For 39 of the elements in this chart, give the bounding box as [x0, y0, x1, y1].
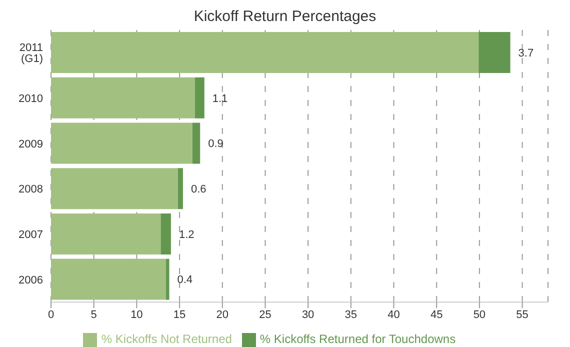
x-tick-label: 5: [90, 308, 97, 321]
chart-title: Kickoff Return Percentages: [192, 8, 378, 27]
x-tick-label: 55: [516, 308, 528, 321]
data-label: 0.9: [208, 138, 224, 150]
legend-label: % Kickoffs Not Returned: [101, 332, 232, 346]
bar: [51, 77, 195, 118]
data-label: 1.1: [212, 92, 228, 105]
y-tick-label: 2010: [18, 92, 43, 105]
y-tick-label: 2007: [18, 229, 43, 242]
bar: [51, 258, 166, 300]
bar: [192, 122, 200, 164]
bar: [51, 122, 192, 164]
x-tick-label: 40: [388, 308, 400, 321]
bar: [194, 77, 204, 118]
x-tick-label: 35: [344, 308, 358, 321]
bar: [478, 32, 510, 73]
data-label: 1.2: [178, 228, 194, 241]
y-tick-label: 2006: [18, 274, 43, 286]
x-tick-label: 25: [259, 308, 272, 321]
x-tick-label: 45: [430, 308, 443, 321]
bar: [178, 168, 183, 210]
y-tick-label: 2008: [18, 184, 43, 196]
y-tick-label: 2009: [18, 138, 43, 150]
bar: [51, 213, 161, 254]
bar: [51, 32, 479, 73]
y-tick-label: 2011 (G1): [19, 42, 43, 66]
data-label: 3.7: [518, 47, 534, 60]
x-tick-label: 10: [130, 308, 143, 321]
data-label: 0.6: [190, 183, 206, 196]
x-tick-label: 30: [302, 308, 314, 321]
legend-label: % Kickoffs Returned for Touchdowns: [260, 332, 456, 346]
data-label: 0.4: [177, 274, 193, 286]
x-tick-label: 50: [473, 308, 486, 321]
bar: [166, 258, 170, 300]
bar: [51, 168, 178, 210]
x-tick-label: 20: [216, 308, 229, 321]
x-tick-label: 15: [173, 308, 186, 321]
bar: [160, 213, 171, 254]
x-tick-label: 0: [48, 308, 54, 321]
